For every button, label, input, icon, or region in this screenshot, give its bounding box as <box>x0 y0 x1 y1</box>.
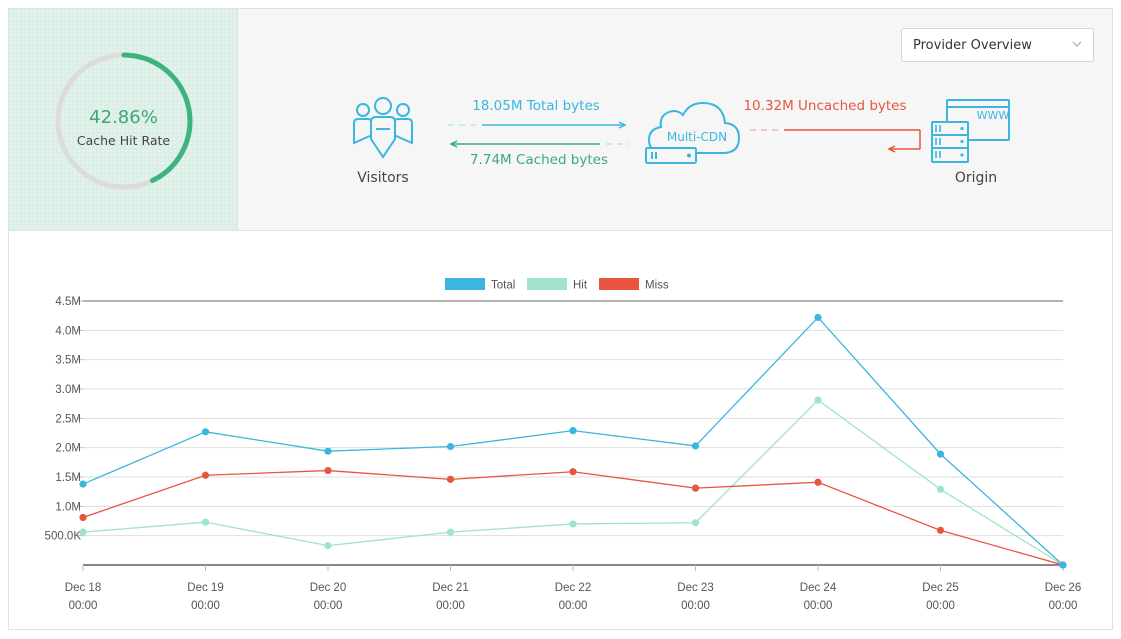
series-line-miss <box>82 469 1064 566</box>
point-hit <box>79 528 87 536</box>
point-miss <box>79 513 87 522</box>
flow-arrows <box>448 121 921 153</box>
cache-overview-card: 42.86% Cache Hit Rate Provider Overview <box>8 8 1113 630</box>
point-total <box>936 450 945 458</box>
point-hit <box>446 528 455 536</box>
point-hit <box>691 519 700 527</box>
cache-hit-label: Cache Hit Rate <box>76 133 171 148</box>
point-miss <box>691 484 700 492</box>
x-tick-sublabel: 00:00 <box>69 600 98 612</box>
point-total <box>691 442 700 450</box>
legend-swatch <box>445 278 485 290</box>
legend-label: Hit <box>573 280 588 292</box>
point-miss <box>814 478 822 486</box>
x-tick-label: Dec 21 <box>432 582 468 594</box>
point-hit <box>569 520 577 528</box>
x-tick-sublabel: 00:00 <box>559 600 588 612</box>
point-total <box>1059 561 1067 569</box>
legend-label: Total <box>491 280 515 292</box>
y-tick-label: 4.5M <box>55 296 81 308</box>
origin-server-icon <box>931 99 1010 163</box>
x-tick-label: Dec 22 <box>555 582 591 594</box>
point-hit <box>936 485 945 493</box>
cached-bytes-arrow <box>449 140 630 148</box>
point-total <box>324 447 332 455</box>
provider-select-value: Provider Overview <box>913 38 1032 53</box>
x-tick-label: Dec 18 <box>65 582 101 594</box>
legend-item-total: Total <box>445 278 515 292</box>
gauge-arc <box>55 52 193 190</box>
point-total <box>201 428 210 436</box>
bytes-chart: 500.0K 1.0M 1.5M 2.0M 2.5M 3.0M 3.5M 4.0M 4.5M De… <box>9 231 1112 629</box>
point-miss <box>936 526 945 534</box>
y-tick-label: 4.0M <box>55 325 81 337</box>
visitors-icon <box>353 97 413 159</box>
x-tick-sublabel: 00:00 <box>681 600 710 612</box>
point-total <box>446 442 455 451</box>
legend-item-hit: Hit <box>527 278 588 292</box>
legend-item-miss: Miss <box>599 278 669 292</box>
cache-hit-percent: 42.86% <box>89 107 158 128</box>
point-total <box>814 313 822 322</box>
cached-bytes-label: 7.74M Cached bytes <box>469 152 609 168</box>
y-tick-label: 2.0M <box>55 443 81 455</box>
x-tick-sublabel: 00:00 <box>191 600 220 612</box>
point-miss <box>569 468 577 476</box>
multi-cdn-label: Multi-CDN <box>666 130 728 144</box>
point-miss <box>446 475 455 483</box>
x-tick-sublabel: 00:00 <box>926 600 955 612</box>
cache-hit-gauge-panel: 42.86% Cache Hit Rate <box>9 9 238 230</box>
x-tick-label: Dec 24 <box>800 582 837 594</box>
x-tick-label: Dec 25 <box>922 582 958 594</box>
series-line-hit <box>82 399 1064 566</box>
series-line-total <box>82 316 1064 566</box>
y-tick-label: 1.0M <box>55 501 81 513</box>
provider-select[interactable]: Provider Overview <box>901 28 1094 62</box>
traffic-flow-panel: Provider Overview <box>238 9 1112 230</box>
www-label: WWW <box>976 109 1010 122</box>
legend-swatch <box>599 278 639 290</box>
legend-label: Miss <box>645 280 669 292</box>
x-tick-sublabel: 00:00 <box>314 600 343 612</box>
point-miss <box>324 466 332 475</box>
summary-panel: 42.86% Cache Hit Rate Provider Overview <box>9 9 1112 231</box>
point-hit <box>814 396 822 404</box>
point-miss <box>201 471 210 479</box>
y-tick-label: 3.0M <box>55 384 81 396</box>
y-tick-label: 500.0K <box>45 531 82 543</box>
cache-hit-gauge <box>55 52 193 190</box>
legend-swatch <box>527 278 567 290</box>
y-tick-label: 1.5M <box>55 472 81 484</box>
x-tick-sublabel: 00:00 <box>436 600 465 612</box>
total-bytes-arrow <box>448 121 627 129</box>
visitors-label: Visitors <box>357 170 409 186</box>
point-total <box>79 480 87 488</box>
point-total <box>569 427 577 435</box>
bytes-line-chart: 500.0K 1.0M 1.5M 2.0M 2.5M 3.0M 3.5M 4.0M 4.5M De… <box>45 278 1081 612</box>
chevron-down-icon <box>1072 41 1082 47</box>
point-hit <box>324 542 332 550</box>
y-tick-label: 3.5M <box>55 355 81 367</box>
multi-cdn-icon <box>645 101 741 164</box>
x-tick-label: Dec 23 <box>677 582 713 594</box>
uncached-bytes-arrow <box>750 129 921 153</box>
origin-label: Origin <box>954 170 998 186</box>
uncached-bytes-label: 10.32M Uncached bytes <box>743 98 907 114</box>
point-hit <box>201 518 210 526</box>
x-tick-label: Dec 26 <box>1045 582 1081 594</box>
x-tick-sublabel: 00:00 <box>804 600 833 612</box>
y-tick-label: 2.5M <box>55 413 81 425</box>
x-tick-label: Dec 20 <box>310 582 346 594</box>
total-bytes-label: 18.05M Total bytes <box>472 98 600 114</box>
x-tick-sublabel: 00:00 <box>1049 600 1078 612</box>
x-tick-label: Dec 19 <box>187 582 223 594</box>
